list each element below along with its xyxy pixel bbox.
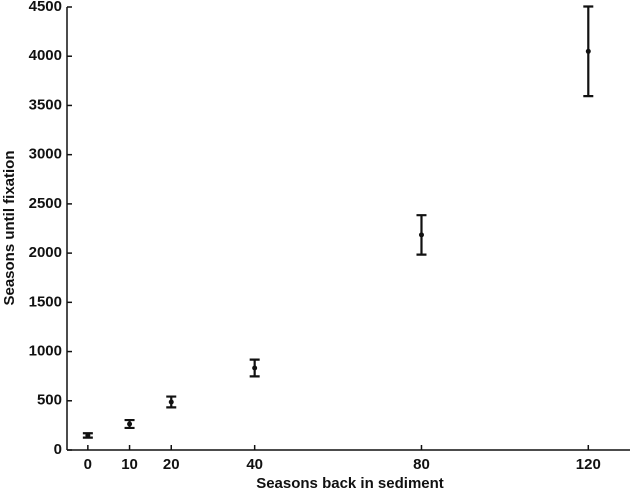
point — [252, 365, 258, 371]
x-tick-label: 80 — [413, 456, 430, 473]
x-axis-label: Seasons back in sediment — [256, 475, 444, 491]
x-tick-label: 40 — [246, 456, 263, 473]
x-tick-label: 120 — [576, 456, 601, 473]
point — [127, 421, 133, 427]
point — [168, 399, 174, 405]
y-tick-label: 4000 — [29, 47, 62, 64]
x-tick-label: 0 — [84, 456, 92, 473]
y-axis-label: Seasons until fixation — [1, 150, 18, 305]
y-tick-label: 500 — [37, 392, 62, 409]
y-tick-label: 2500 — [29, 195, 62, 212]
y-tick-label: 0 — [54, 441, 62, 458]
point — [418, 232, 424, 238]
y-tick-label: 1000 — [29, 343, 62, 360]
y-tick-label: 3500 — [29, 96, 62, 113]
x-tick-label: 20 — [163, 456, 180, 473]
point — [585, 48, 591, 54]
y-tick-label: 3000 — [29, 146, 62, 163]
x-tick-label: 10 — [121, 456, 138, 473]
point — [85, 432, 91, 438]
y-tick-label: 4500 — [29, 0, 62, 15]
y-tick-label: 2000 — [29, 244, 62, 261]
y-tick-label: 1500 — [29, 293, 62, 310]
